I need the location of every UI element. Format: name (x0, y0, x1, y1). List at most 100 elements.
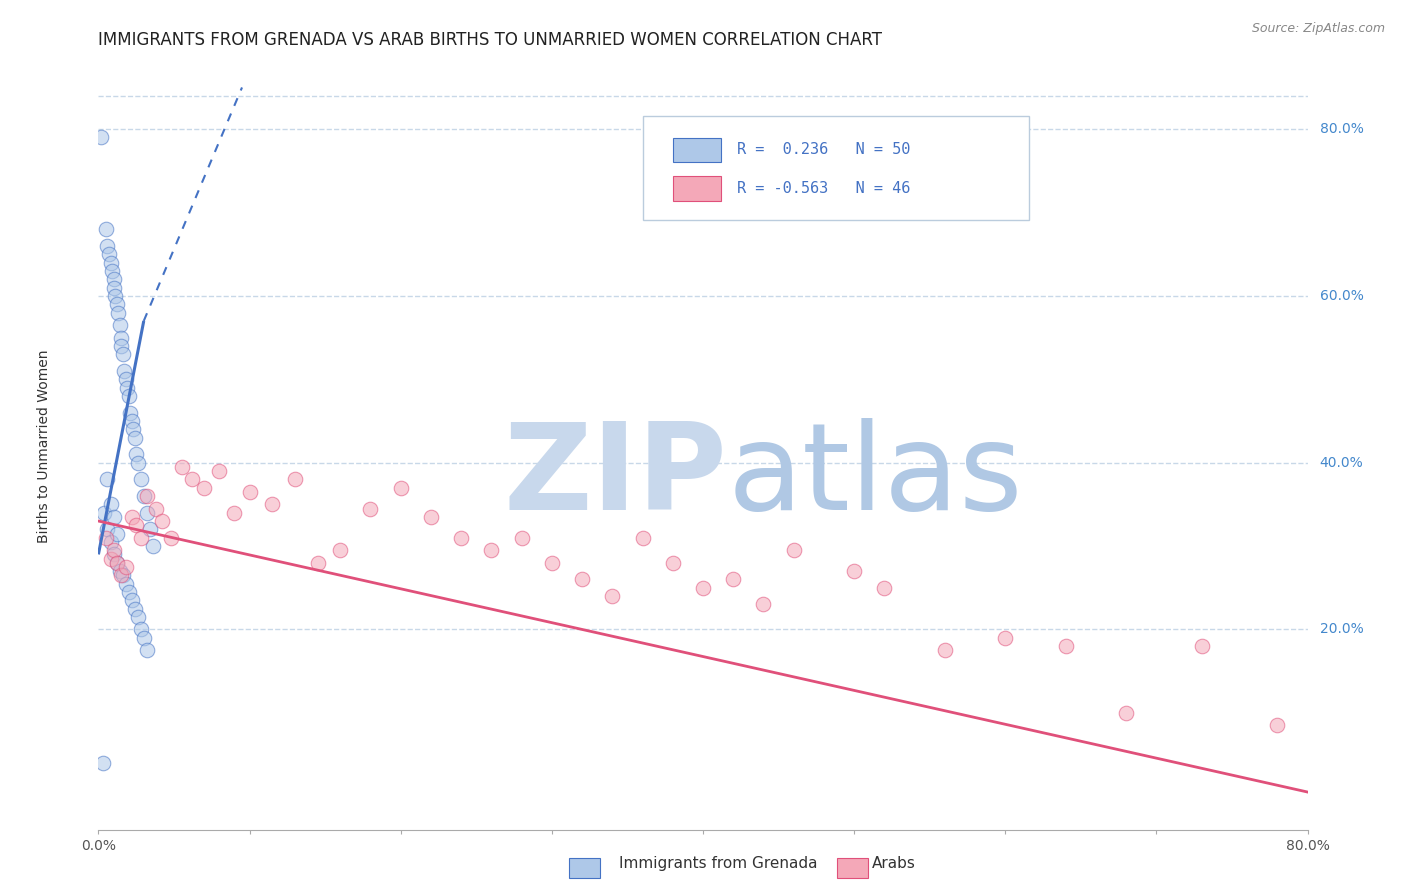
Point (145, 501, 167, 516)
Point (101, 264, 124, 278)
Point (112, 364, 135, 378)
Text: Arabs: Arabs (872, 856, 915, 871)
Point (450, 531, 472, 545)
Text: 60.0%: 60.0% (1320, 289, 1364, 303)
Text: 80.0%: 80.0% (1320, 122, 1364, 136)
Point (224, 506, 246, 520)
Text: ZIP: ZIP (503, 418, 727, 535)
Point (125, 518, 148, 533)
Point (661, 556, 683, 570)
Point (111, 347, 134, 361)
Point (121, 593, 143, 607)
Point (100, 255, 122, 269)
Point (110, 568, 132, 582)
Point (103, 543, 125, 558)
Point (121, 414, 143, 428)
Text: 40.0%: 40.0% (1320, 456, 1364, 470)
Text: R = -0.563   N = 46: R = -0.563 N = 46 (737, 181, 910, 195)
Point (844, 564, 866, 578)
Point (125, 447, 148, 461)
Point (129, 472, 152, 486)
Point (631, 531, 654, 545)
Point (110, 330, 132, 344)
Point (389, 481, 412, 495)
Point (105, 297, 128, 311)
Point (783, 543, 806, 558)
Point (481, 543, 503, 558)
Point (103, 548, 125, 562)
Point (114, 372, 136, 386)
Point (994, 631, 1017, 645)
Point (360, 501, 382, 516)
Text: 20.0%: 20.0% (1320, 623, 1364, 636)
Point (91, 756, 114, 770)
Point (752, 598, 775, 612)
Point (1267, 718, 1289, 732)
Point (129, 531, 152, 545)
FancyBboxPatch shape (643, 116, 1029, 219)
Point (90, 130, 112, 145)
Point (420, 509, 443, 524)
Point (307, 556, 329, 570)
Point (124, 431, 146, 445)
Point (115, 381, 138, 395)
Point (239, 484, 262, 499)
Point (127, 456, 149, 470)
Text: atlas: atlas (727, 418, 1022, 535)
Point (103, 280, 125, 294)
Point (108, 318, 131, 332)
Point (602, 589, 624, 603)
Point (93, 506, 115, 520)
Point (135, 489, 157, 503)
Point (127, 610, 149, 624)
Point (96, 522, 118, 536)
Point (934, 643, 956, 657)
Point (129, 623, 152, 637)
Point (100, 551, 122, 566)
Point (262, 497, 284, 511)
Point (100, 497, 122, 511)
Point (150, 514, 173, 528)
Point (170, 459, 193, 474)
Point (118, 389, 141, 403)
Point (118, 585, 141, 599)
Point (100, 534, 122, 549)
Point (284, 472, 307, 486)
Point (105, 556, 128, 570)
Point (105, 556, 128, 570)
Point (571, 573, 593, 587)
Point (96, 239, 118, 253)
Bar (673, 176, 721, 201)
Point (94, 222, 117, 236)
Point (139, 522, 162, 536)
Point (193, 481, 215, 495)
Point (124, 601, 146, 615)
Point (208, 464, 231, 478)
Bar (673, 137, 721, 162)
Text: R =  0.236   N = 50: R = 0.236 N = 50 (737, 143, 910, 157)
Point (103, 272, 125, 286)
Point (132, 489, 155, 503)
Point (114, 576, 136, 591)
Point (108, 564, 131, 578)
Point (103, 509, 125, 524)
Point (692, 581, 714, 595)
Point (132, 631, 155, 645)
Point (105, 526, 128, 541)
Point (96, 472, 118, 486)
Point (135, 643, 157, 657)
Point (142, 539, 165, 553)
Point (98, 247, 121, 261)
Point (104, 289, 127, 303)
Text: Source: ZipAtlas.com: Source: ZipAtlas.com (1251, 22, 1385, 36)
Text: Immigrants from Grenada: Immigrants from Grenada (619, 856, 817, 871)
Point (181, 472, 204, 486)
Point (723, 573, 745, 587)
Point (111, 568, 134, 582)
Point (1115, 706, 1137, 720)
Text: Births to Unmarried Women: Births to Unmarried Women (37, 350, 51, 542)
Point (110, 339, 132, 353)
Point (114, 560, 136, 574)
Point (135, 506, 157, 520)
Point (122, 422, 145, 436)
